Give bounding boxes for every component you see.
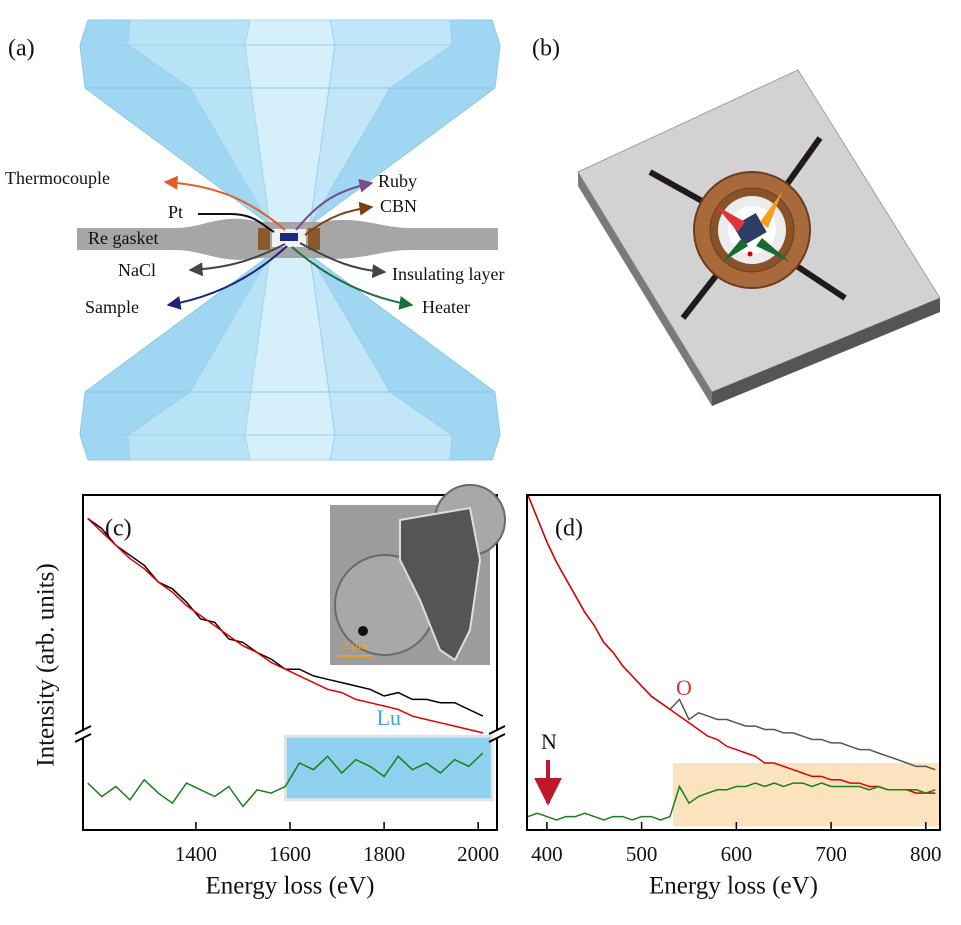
annotation: O [676,675,692,700]
label-arrow [188,243,286,277]
sample-block [733,212,767,246]
cell-label: Sample [85,297,139,317]
inset-scale-label: 2 μm [343,638,368,652]
probe-orange [760,192,782,228]
cell-label: Insulating layer [392,264,504,284]
slab-side [578,172,712,406]
x-tick-label: 1400 [175,842,217,866]
cell-label: Pt [168,202,183,222]
series-line [87,517,484,734]
x-tick-label: 2000 [457,842,499,866]
x-tick-label: 800 [910,842,942,866]
series-line [87,752,484,808]
sample [280,233,298,241]
axis-break [488,725,506,735]
x-tick-label: 400 [531,842,563,866]
x-tick-label: 500 [626,842,658,866]
x-tick-label: 600 [721,842,753,866]
label-arrow [198,213,275,233]
panel-label: (b) [532,36,560,62]
cell-label: NaCl [118,260,156,280]
label-arrow [163,175,286,231]
x-axis-label: Energy loss (eV) [649,873,818,900]
x-tick-label: 1800 [363,842,405,866]
cell-label: CBN [380,196,417,216]
inset-flake [399,506,482,662]
gasket-insert [308,228,320,250]
annotation: N [541,729,557,754]
anvil [79,254,501,461]
axis-break-gap [79,731,87,739]
cell-label: Ruby [378,171,417,191]
inset-particle [358,626,368,636]
axis-break [74,733,92,743]
plot-frame [526,494,941,831]
series-line [527,494,936,771]
label-arrow [299,242,387,279]
axis-break [74,725,92,735]
probe-green [722,238,748,262]
panel-label: (a) [8,36,35,62]
x-tick-label: 700 [815,842,847,866]
cell-label: Re gasket [88,228,158,248]
inset-image [330,484,506,665]
cell-label: Heater [422,297,470,317]
label-arrow [166,245,288,310]
x-tick-label: 1600 [269,842,311,866]
cell-label: Thermocouple [5,168,110,188]
probe-green [756,238,790,262]
highlight-region [283,734,494,802]
label-arrow [291,246,414,310]
y-axis-label: Intensity (arb. units) [33,563,60,766]
axis-break-gap [493,731,501,739]
panel-label: (d) [555,516,583,542]
series-line [527,494,936,794]
highlight-region [672,763,940,827]
label-arrow [304,201,374,236]
axis-break [488,733,506,743]
anvil [79,19,501,226]
gasket-insert [258,228,270,250]
x-axis-label: Energy loss (eV) [206,873,375,900]
series-line [527,782,936,821]
probe-red [715,205,745,232]
slab-side [712,298,940,406]
label-arrow [295,178,374,231]
dot [747,251,753,257]
